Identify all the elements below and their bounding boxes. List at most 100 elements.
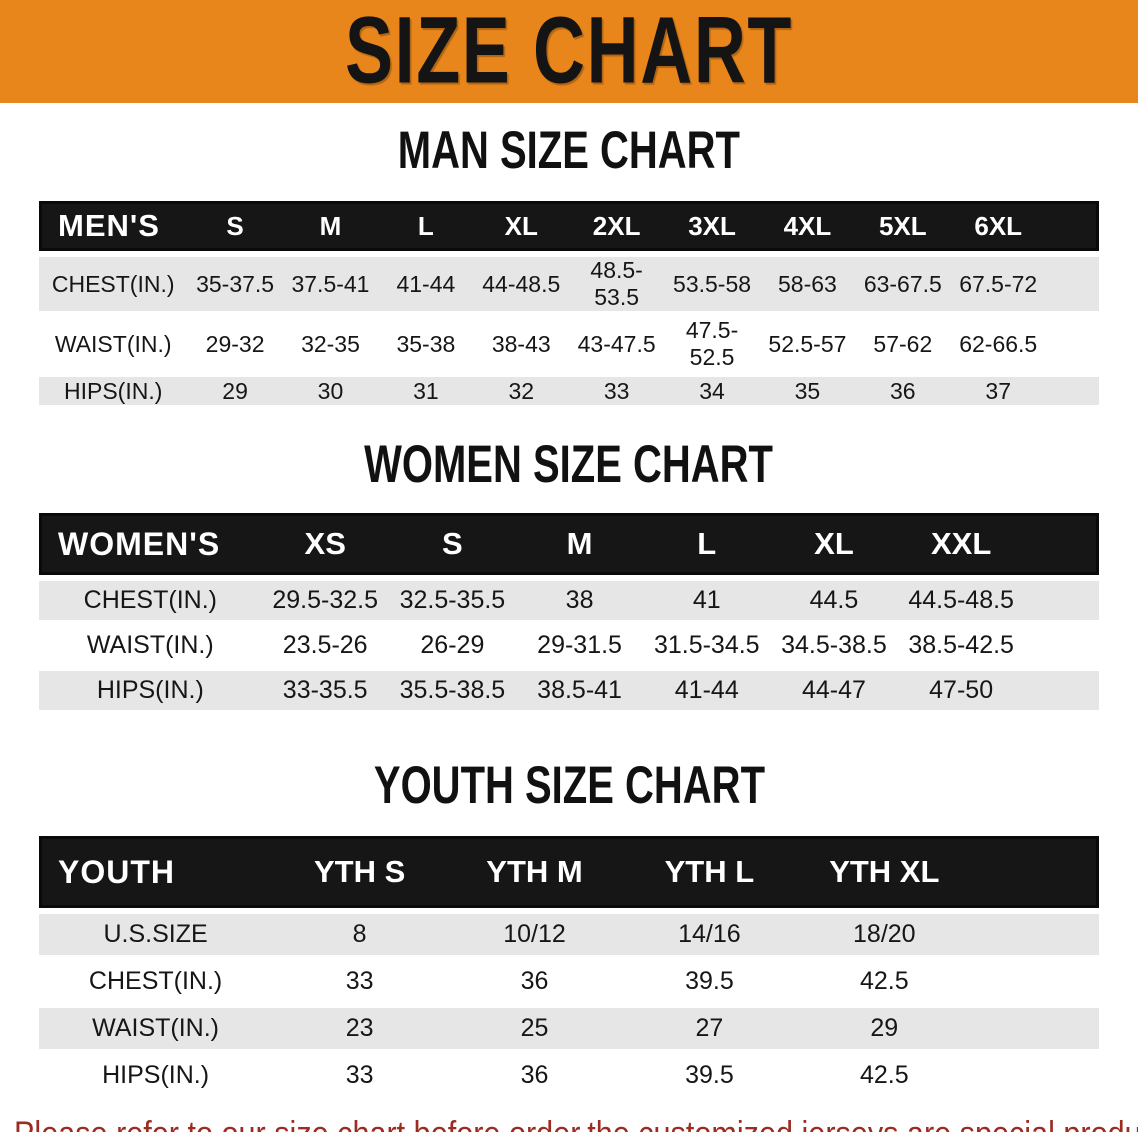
row-label: HIPS(IN.)	[39, 371, 188, 405]
size-value-cell: 32-35	[282, 311, 379, 371]
size-column-header: YTH M	[447, 836, 622, 908]
size-value-cell: 29	[796, 1002, 972, 1049]
youth-size-table: YOUTH YTH S YTH M YTH L YTH XL U.S.SIZE 8 10/12…	[39, 836, 1099, 1096]
size-value-cell: 36	[447, 1049, 622, 1096]
header-row: WOMEN'S XS S M L XL XXL	[39, 513, 1099, 575]
size-value-cell: 23.5-26	[261, 620, 389, 665]
size-column-header: YTH S	[272, 836, 448, 908]
size-value-cell: 35	[759, 371, 856, 405]
size-column-header: 4XL	[759, 201, 856, 251]
size-value-cell: 67.5-72	[950, 251, 1046, 311]
size-column-header: XS	[261, 513, 389, 575]
table-corner-label: MEN'S	[39, 201, 188, 251]
size-value-cell: 62-66.5	[950, 311, 1046, 371]
size-column-header: M	[515, 513, 644, 575]
section-youth: YOUTH SIZE CHART YOUTH YTH S YTH M YTH L YTH…	[0, 756, 1138, 1096]
spacer-cell	[971, 1049, 1099, 1096]
size-value-cell: 31	[378, 371, 474, 405]
size-value-cell: 34.5-38.5	[770, 620, 898, 665]
spacer-cell	[1024, 665, 1099, 710]
size-value-cell: 38.5-42.5	[897, 620, 1025, 665]
men-section-title: MAN SIZE CHART	[0, 121, 1138, 180]
size-value-cell: 27	[621, 1002, 797, 1049]
spacer-cell	[1045, 371, 1099, 405]
table-corner-label: WOMEN'S	[39, 513, 262, 575]
row-label: CHEST(IN.)	[39, 575, 262, 620]
order-disclaimer: Please refer to our size chart before or…	[14, 1110, 1138, 1132]
size-value-cell: 41-44	[378, 251, 474, 311]
women-section-title-text: WOMEN SIZE CHART	[364, 434, 774, 494]
size-value-cell: 33-35.5	[261, 665, 389, 710]
spacer-cell	[1024, 513, 1099, 575]
size-value-cell: 14/16	[621, 908, 797, 955]
table-row: WAIST(IN.) 23.5-26 26-29 29-31.5 31.5-34.5 34…	[39, 620, 1099, 665]
row-label: HIPS(IN.)	[39, 665, 262, 710]
youth-section-title: YOUTH SIZE CHART	[0, 755, 1138, 815]
size-value-cell: 41-44	[643, 665, 771, 710]
size-value-cell: 32.5-35.5	[388, 575, 516, 620]
size-column-header: 6XL	[950, 201, 1046, 251]
header-row: MEN'S S M L XL 2XL 3XL 4XL 5XL 6XL	[39, 201, 1099, 251]
size-value-cell: 41	[643, 575, 771, 620]
table-row: HIPS(IN.) 33 36 39.5 42.5	[39, 1049, 1099, 1096]
table-row: HIPS(IN.) 29 30 31 32 33 34 35 36 37	[39, 371, 1099, 405]
youth-section-title-text: YOUTH SIZE CHART	[373, 755, 765, 815]
size-column-header: 2XL	[568, 201, 665, 251]
size-value-cell: 43-47.5	[568, 311, 665, 371]
size-value-cell: 23	[272, 1002, 448, 1049]
women-section-title: WOMEN SIZE CHART	[0, 434, 1138, 494]
size-column-header: L	[378, 201, 474, 251]
men-size-table: MEN'S S M L XL 2XL 3XL 4XL 5XL 6XL CHEST(IN.) 35-37…	[39, 201, 1099, 405]
spacer-cell	[1045, 251, 1099, 311]
size-value-cell: 25	[447, 1002, 622, 1049]
row-label: WAIST(IN.)	[39, 311, 188, 371]
spacer-cell	[1045, 201, 1099, 251]
table-row: U.S.SIZE 8 10/12 14/16 18/20	[39, 908, 1099, 955]
header-row: YOUTH YTH S YTH M YTH L YTH XL	[39, 836, 1099, 908]
size-value-cell: 38.5-41	[515, 665, 644, 710]
size-value-cell: 44.5	[770, 575, 898, 620]
spacer-cell	[971, 1002, 1099, 1049]
size-value-cell: 30	[282, 371, 379, 405]
size-value-cell: 63-67.5	[855, 251, 951, 311]
section-women: WOMEN SIZE CHART WOMEN'S XS S M L XL XXL CHEST(…	[0, 435, 1138, 710]
size-column-header: 5XL	[855, 201, 951, 251]
size-value-cell: 42.5	[796, 1049, 972, 1096]
size-value-cell: 52.5-57	[759, 311, 856, 371]
size-value-cell: 47.5-52.5	[664, 311, 760, 371]
size-value-cell: 38	[515, 575, 644, 620]
size-value-cell: 37	[950, 371, 1046, 405]
size-value-cell: 32	[473, 371, 569, 405]
row-label: WAIST(IN.)	[39, 620, 262, 665]
row-label: U.S.SIZE	[39, 908, 273, 955]
size-value-cell: 26-29	[388, 620, 516, 665]
size-value-cell: 37.5-41	[282, 251, 379, 311]
size-column-header: S	[388, 513, 516, 575]
size-value-cell: 44.5-48.5	[897, 575, 1025, 620]
size-value-cell: 35-37.5	[187, 251, 283, 311]
size-value-cell: 29-32	[187, 311, 283, 371]
table-row: CHEST(IN.) 35-37.5 37.5-41 41-44 44-48.5 48.5…	[39, 251, 1099, 311]
disclaimer-line-1: Please refer to our size chart before or…	[14, 1110, 1138, 1132]
table-row: HIPS(IN.) 33-35.5 35.5-38.5 38.5-41 41-44 44-…	[39, 665, 1099, 710]
page-title: SIZE CHART	[345, 0, 793, 104]
size-value-cell: 44-48.5	[473, 251, 569, 311]
size-value-cell: 29	[187, 371, 283, 405]
size-column-header: YTH XL	[796, 836, 972, 908]
row-label: CHEST(IN.)	[39, 251, 188, 311]
size-column-header: 3XL	[664, 201, 760, 251]
size-value-cell: 29.5-32.5	[261, 575, 389, 620]
size-value-cell: 57-62	[855, 311, 951, 371]
size-value-cell: 10/12	[447, 908, 622, 955]
size-column-header: L	[643, 513, 771, 575]
size-value-cell: 44-47	[770, 665, 898, 710]
size-column-header: XL	[770, 513, 898, 575]
size-value-cell: 58-63	[759, 251, 856, 311]
size-value-cell: 35-38	[378, 311, 474, 371]
size-value-cell: 8	[272, 908, 448, 955]
size-value-cell: 39.5	[621, 955, 797, 1002]
size-value-cell: 42.5	[796, 955, 972, 1002]
spacer-cell	[971, 908, 1099, 955]
size-column-header: XXL	[897, 513, 1025, 575]
